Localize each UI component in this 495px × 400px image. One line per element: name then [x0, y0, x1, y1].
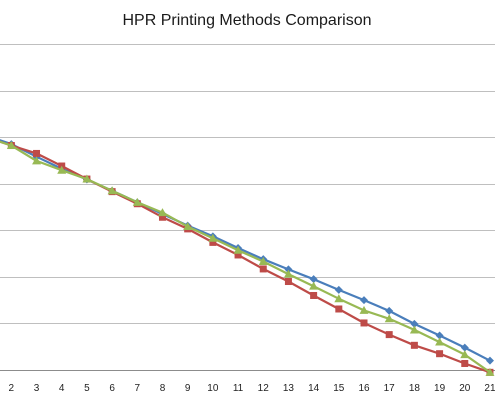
data-point-triangle — [258, 256, 268, 265]
data-point-diamond — [309, 275, 318, 284]
data-point-triangle — [208, 233, 218, 242]
data-point-triangle — [283, 269, 293, 278]
data-point-square — [259, 265, 267, 273]
x-tick-label: 5 — [84, 383, 90, 394]
series-layer — [0, 139, 495, 376]
x-tick-label: 6 — [109, 383, 115, 394]
x-tick-label: 12 — [258, 383, 270, 394]
data-point-triangle — [183, 222, 193, 231]
series-1 — [0, 139, 494, 365]
data-point-triangle — [6, 141, 16, 150]
data-point-square — [310, 291, 318, 299]
data-point-diamond — [284, 265, 293, 274]
data-point-square — [461, 359, 469, 367]
x-tick-label: 4 — [59, 383, 65, 394]
data-point-square — [360, 319, 368, 327]
data-point-triangle — [409, 325, 419, 334]
data-point-square — [234, 251, 242, 259]
data-point-square — [410, 341, 418, 349]
data-point-triangle — [460, 350, 470, 359]
data-point-diamond — [385, 306, 394, 315]
x-tick-label: 9 — [185, 383, 191, 394]
data-point-triangle — [157, 208, 167, 217]
data-point-triangle — [82, 174, 92, 183]
data-point-diamond — [435, 331, 444, 340]
data-point-square — [436, 350, 444, 358]
data-point-square — [284, 278, 292, 286]
data-point-triangle — [107, 186, 117, 195]
x-tick-labels: 2 3 4 5 6 7 8 9 10 11 12 13 14 15 16 17 18 19 20 21 — [9, 383, 495, 394]
x-tick-label: 10 — [207, 383, 219, 394]
data-point-triangle — [384, 314, 394, 323]
x-tick-label: 11 — [233, 383, 244, 394]
x-tick-label: 20 — [459, 383, 471, 394]
data-point-diamond — [360, 296, 369, 305]
data-point-diamond — [334, 285, 343, 294]
data-point-triangle — [334, 294, 344, 303]
data-point-square — [335, 305, 343, 313]
data-point-triangle — [132, 197, 142, 206]
series-line — [0, 140, 491, 374]
x-tick-label: 2 — [9, 383, 15, 394]
data-point-diamond — [460, 343, 469, 352]
data-point-square — [33, 149, 41, 157]
x-tick-label: 3 — [34, 383, 40, 394]
data-point-square — [385, 331, 393, 339]
x-tick-label: 19 — [434, 383, 446, 394]
data-point-triangle — [233, 245, 243, 254]
data-point-square — [209, 238, 217, 246]
gridlines — [0, 44, 495, 371]
x-tick-label: 8 — [160, 383, 166, 394]
data-point-square — [158, 213, 166, 221]
x-tick-label: 13 — [283, 383, 295, 394]
data-point-triangle — [57, 165, 67, 174]
data-point-triangle — [435, 337, 445, 346]
x-tick-label: 15 — [333, 383, 345, 394]
data-point-triangle — [359, 305, 369, 314]
x-tick-label: 21 — [484, 383, 495, 394]
series-line — [0, 139, 491, 362]
x-tick-label: 14 — [308, 383, 320, 394]
x-tick-label: 18 — [409, 383, 421, 394]
x-tick-label: 16 — [358, 383, 370, 394]
chart-title: HPR Printing Methods Comparison — [123, 12, 372, 29]
data-point-diamond — [485, 356, 494, 365]
x-tick-label: 17 — [384, 383, 396, 394]
data-point-triangle — [485, 367, 495, 376]
data-point-triangle — [309, 281, 319, 290]
x-tick-label: 7 — [135, 383, 141, 394]
data-point-diamond — [410, 319, 419, 328]
data-point-triangle — [32, 156, 42, 165]
series-3 — [0, 140, 495, 376]
